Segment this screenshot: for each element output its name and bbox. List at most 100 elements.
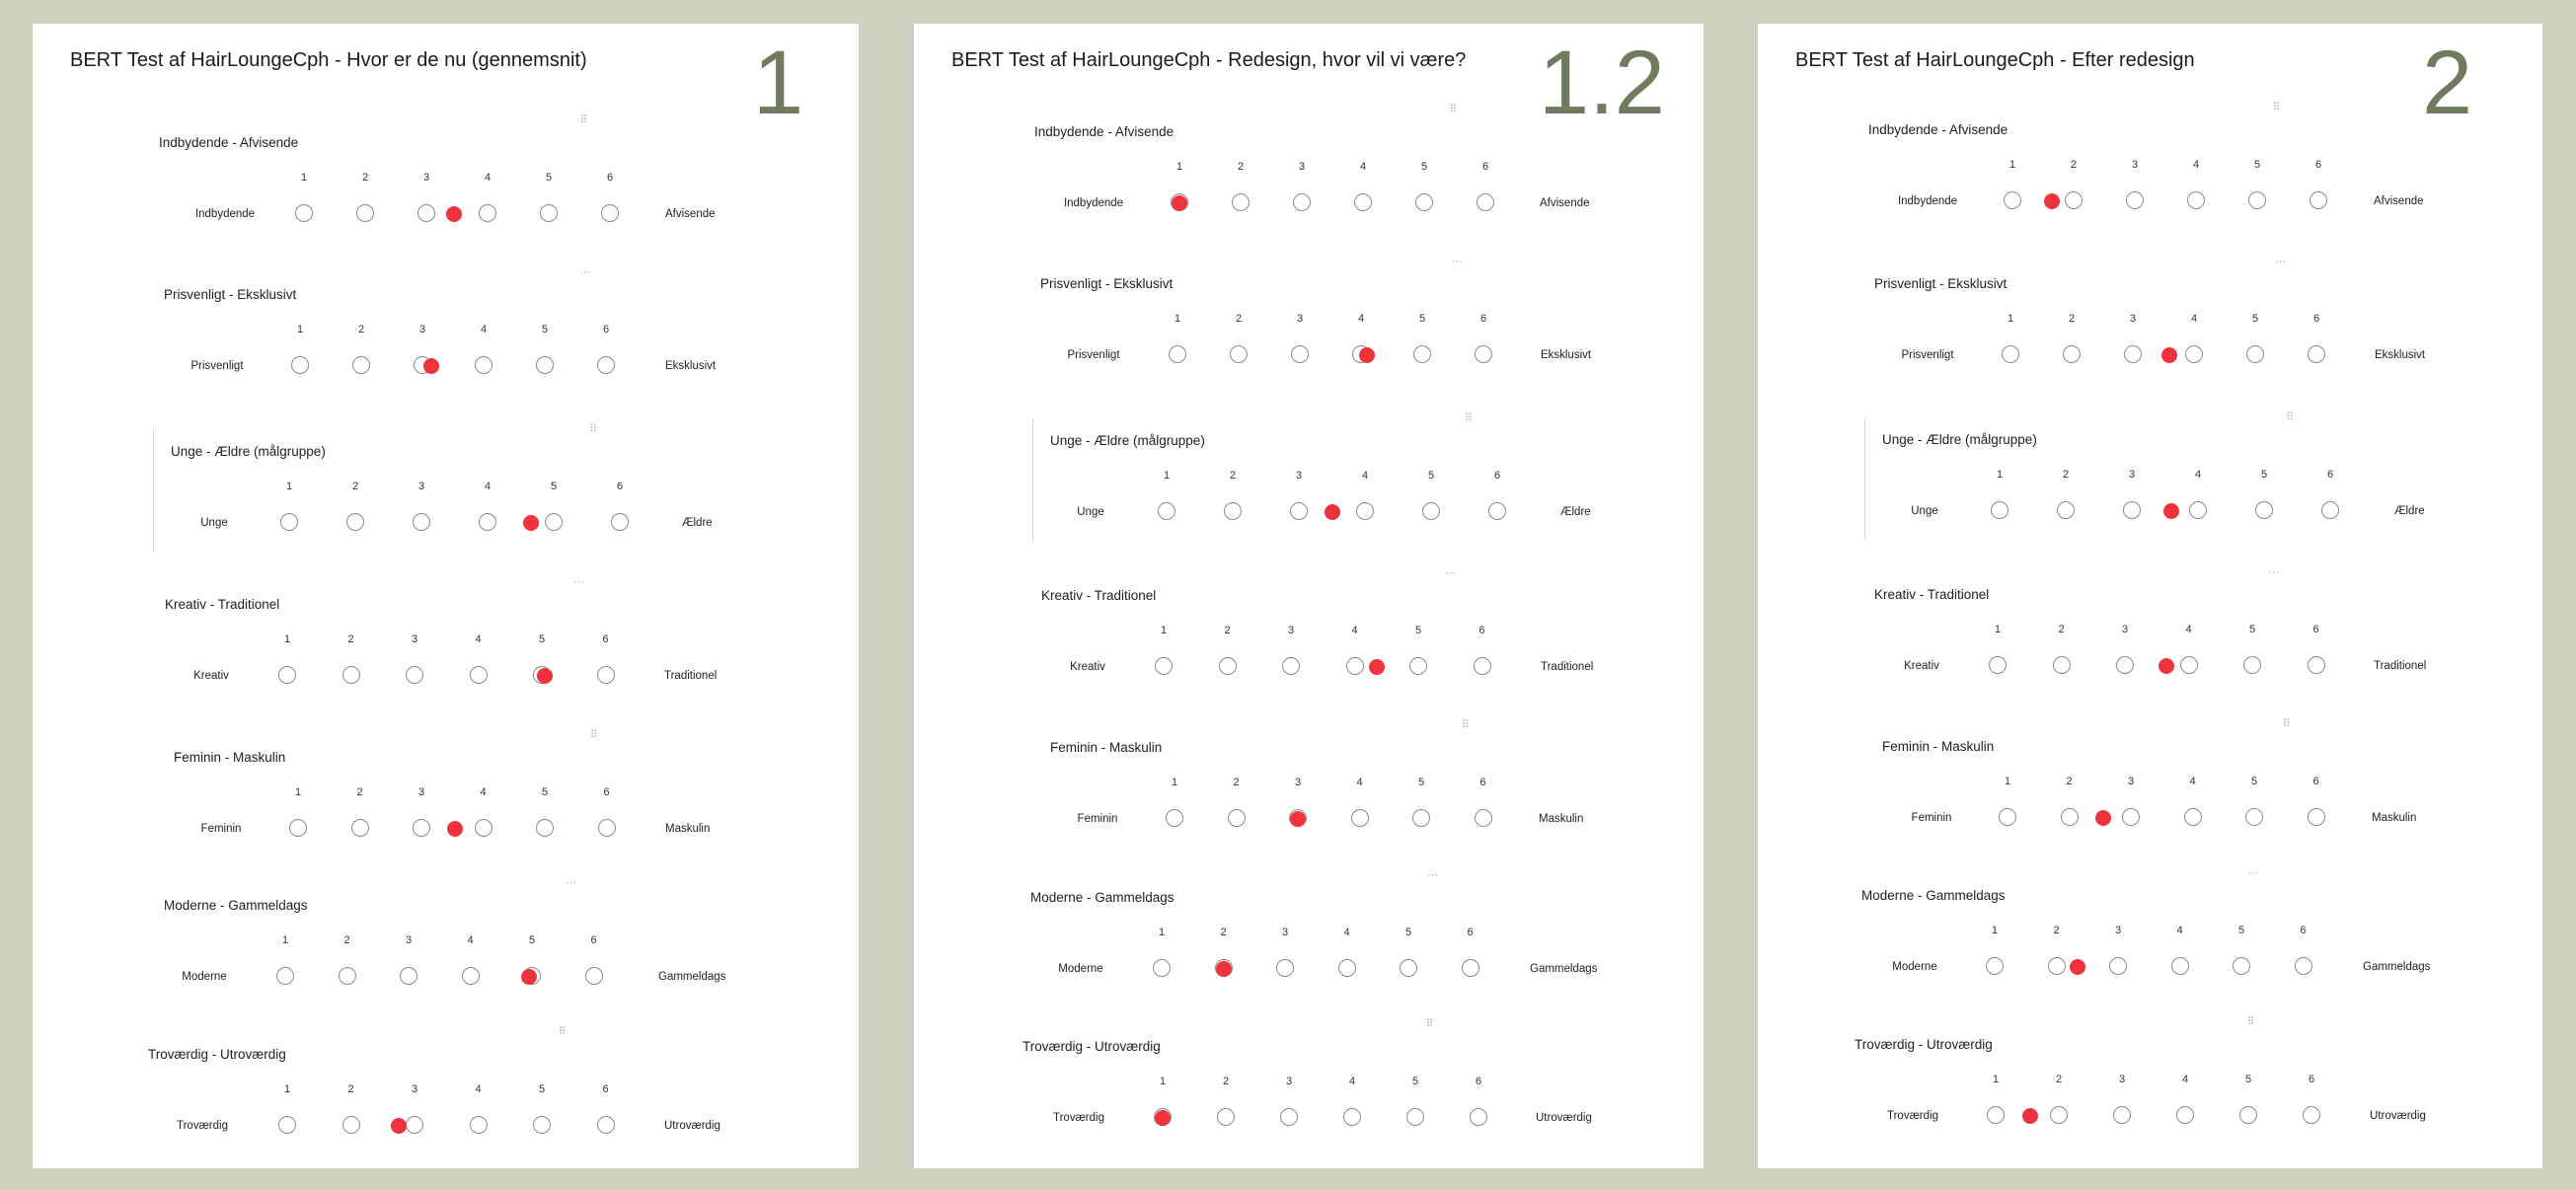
radio-option[interactable] [1166, 809, 1183, 827]
radio-option[interactable] [2307, 656, 2325, 674]
radio-option[interactable] [400, 967, 417, 985]
radio-option[interactable] [1291, 345, 1309, 363]
drag-handle-icon[interactable]: ⋯ [2268, 566, 2279, 578]
drag-handle-icon[interactable]: ⠿ [2282, 718, 2291, 730]
radio-option[interactable] [2122, 808, 2140, 826]
radio-option[interactable] [2123, 501, 2141, 519]
radio-option[interactable] [545, 513, 563, 531]
radio-option[interactable] [346, 513, 364, 531]
radio-option[interactable] [475, 356, 492, 374]
drag-handle-icon[interactable]: ⠿ [2272, 102, 2280, 113]
radio-option[interactable] [1230, 345, 1248, 363]
radio-option[interactable] [597, 819, 616, 837]
radio-option[interactable] [1412, 809, 1430, 827]
radio-option[interactable] [2063, 345, 2081, 363]
radio-option[interactable] [1280, 1108, 1298, 1126]
radio-option[interactable] [350, 819, 369, 837]
radio-option[interactable] [1224, 502, 1242, 520]
radio-option[interactable] [2047, 957, 2066, 975]
radio-option[interactable] [278, 1116, 296, 1134]
radio-option[interactable] [1337, 959, 1356, 977]
drag-handle-icon[interactable]: ⠿ [1425, 1018, 1433, 1030]
radio-option[interactable] [597, 356, 615, 374]
drag-handle-icon[interactable]: ⠿ [558, 1026, 567, 1038]
radio-option[interactable] [596, 1116, 615, 1134]
radio-option[interactable] [1343, 1108, 1361, 1126]
radio-option[interactable] [2310, 191, 2327, 209]
drag-handle-icon[interactable]: ⋯ [566, 877, 576, 889]
radio-option[interactable] [2243, 656, 2261, 674]
radio-option[interactable] [1350, 809, 1369, 827]
radio-option[interactable] [536, 356, 554, 374]
radio-option[interactable] [1345, 657, 1364, 675]
radio-option[interactable] [2185, 345, 2203, 363]
radio-option[interactable] [611, 513, 629, 531]
radio-option[interactable] [596, 666, 615, 684]
radio-option[interactable] [280, 513, 298, 531]
radio-option[interactable] [2255, 501, 2273, 519]
radio-option[interactable] [2294, 957, 2312, 975]
radio-option[interactable] [1999, 808, 2016, 826]
radio-option[interactable] [1218, 657, 1237, 675]
radio-option[interactable] [406, 1116, 423, 1134]
radio-option[interactable] [1227, 809, 1246, 827]
radio-option[interactable] [1987, 1106, 2005, 1124]
drag-handle-icon[interactable]: ⠿ [2285, 411, 2294, 423]
drag-handle-icon[interactable]: ⠿ [1449, 104, 1457, 115]
radio-option[interactable] [1354, 193, 1372, 211]
radio-option[interactable] [406, 666, 423, 684]
radio-option[interactable] [479, 204, 496, 222]
radio-option[interactable] [2116, 656, 2134, 674]
radio-option[interactable] [1293, 193, 1311, 211]
radio-option[interactable] [1488, 502, 1506, 520]
drag-handle-icon[interactable]: ⠿ [588, 423, 597, 435]
radio-option[interactable] [276, 967, 294, 985]
drag-handle-icon[interactable]: ⋯ [1427, 869, 1438, 881]
radio-option[interactable] [1217, 1108, 1235, 1126]
radio-option[interactable] [289, 819, 307, 837]
radio-option[interactable] [1409, 657, 1427, 675]
radio-option[interactable] [1356, 502, 1374, 520]
radio-option[interactable] [1232, 193, 1250, 211]
radio-option[interactable] [2004, 191, 2021, 209]
radio-option[interactable] [1470, 1108, 1487, 1126]
drag-handle-icon[interactable]: ⋯ [573, 576, 584, 588]
radio-option[interactable] [2179, 656, 2198, 674]
drag-handle-icon[interactable]: ⠿ [589, 729, 598, 741]
radio-option[interactable] [2002, 345, 2019, 363]
radio-option[interactable] [417, 204, 435, 222]
drag-handle-icon[interactable]: ⋯ [579, 266, 590, 278]
radio-option[interactable] [1475, 345, 1492, 363]
radio-option[interactable] [1415, 193, 1433, 211]
radio-option[interactable] [1282, 657, 1300, 675]
drag-handle-icon[interactable]: ⠿ [1461, 719, 1470, 731]
radio-option[interactable] [1413, 345, 1431, 363]
radio-option[interactable] [1169, 345, 1186, 363]
radio-option[interactable] [2050, 1106, 2068, 1124]
radio-option[interactable] [1400, 959, 1417, 977]
radio-option[interactable] [341, 666, 360, 684]
radio-option[interactable] [1290, 502, 1308, 520]
radio-option[interactable] [2303, 1106, 2320, 1124]
radio-option[interactable] [2057, 501, 2075, 519]
radio-option[interactable] [295, 204, 313, 222]
radio-option[interactable] [291, 356, 309, 374]
radio-option[interactable] [2308, 345, 2325, 363]
radio-option[interactable] [2245, 808, 2263, 826]
radio-option[interactable] [2170, 957, 2189, 975]
radio-option[interactable] [536, 819, 554, 837]
radio-option[interactable] [1991, 501, 2008, 519]
radio-option[interactable] [2176, 1106, 2194, 1124]
radio-option[interactable] [1986, 957, 2004, 975]
drag-handle-icon[interactable]: ⠿ [2246, 1016, 2254, 1028]
radio-option[interactable] [352, 356, 370, 374]
radio-option[interactable] [2124, 345, 2142, 363]
drag-handle-icon[interactable]: ⠿ [1464, 412, 1473, 424]
radio-option[interactable] [2060, 808, 2079, 826]
radio-option[interactable] [2246, 345, 2264, 363]
radio-option[interactable] [1461, 959, 1479, 977]
radio-option[interactable] [1153, 959, 1171, 977]
radio-option[interactable] [2126, 191, 2144, 209]
radio-option[interactable] [2109, 957, 2127, 975]
radio-option[interactable] [1406, 1108, 1424, 1126]
